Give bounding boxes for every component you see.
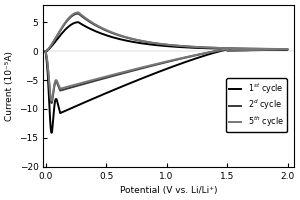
Legend: 1$^{st}$ cycle, 2$^{d}$ cycle, 5$^{th}$ cycle: 1$^{st}$ cycle, 2$^{d}$ cycle, 5$^{th}$ … (226, 78, 287, 132)
X-axis label: Potential (V vs. Li/Li⁺): Potential (V vs. Li/Li⁺) (120, 186, 217, 195)
Y-axis label: Current (10⁻⁵A): Current (10⁻⁵A) (5, 51, 14, 121)
